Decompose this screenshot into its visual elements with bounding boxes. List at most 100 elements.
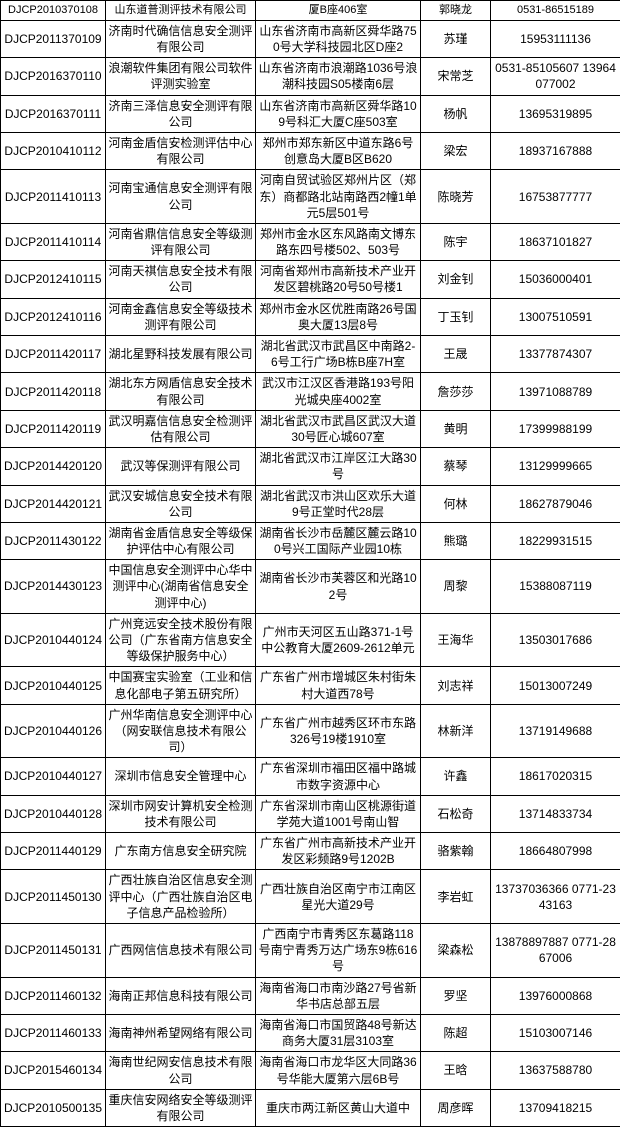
cell-contact: 梁森松 [421, 924, 491, 978]
cell-contact: 蔡琴 [421, 448, 491, 485]
cell-phone: 13714833734 [491, 795, 620, 832]
cell-phone: 13007510591 [491, 298, 620, 335]
cell-code: DJCP2016370110 [1, 58, 106, 95]
table-row: DJCP2010500135重庆信安网络安全等级测评有限公司重庆市两江新区黄山大… [1, 1089, 620, 1126]
cell-address: 重庆市两江新区黄山大道中 [256, 1089, 421, 1126]
cell-address: 湖北省武汉市武昌区武汉大道30号匠心城607室 [256, 410, 421, 447]
cell-code: DJCP2016370111 [1, 95, 106, 132]
table-row: DJCP2011410113河南宝通信息安全测评有限公司河南自贸试验区郑州片区（… [1, 170, 620, 224]
cell-address: 郑州市金水区优胜南路26号国奥大厦13层8号 [256, 298, 421, 335]
cell-company: 河南宝通信息安全测评有限公司 [106, 170, 256, 224]
cell-contact: 熊璐 [421, 522, 491, 559]
cell-company: 济南三泽信息安全测评有限公司 [106, 95, 256, 132]
cell-company: 河南金鑫信息安全等级技术测评有限公司 [106, 298, 256, 335]
table-row: DJCP2014420120武汉等保测评有限公司湖北省武汉市江岸区江大路30号蔡… [1, 448, 620, 485]
cell-code: DJCP2011420118 [1, 373, 106, 410]
cell-company: 湖南省金盾信息安全等级保护评估中心有限公司 [106, 522, 256, 559]
cell-code: DJCP2010440124 [1, 613, 106, 667]
cell-code: DJCP2011440129 [1, 833, 106, 870]
table-row: DJCP2010440124广州竞远安全技术股份有限公司（广东省南方信息安全等级… [1, 613, 620, 667]
cell-address: 海南省海口市南沙路27号省新华书店总部五层 [256, 977, 421, 1014]
cell-address: 广东省深圳市南山区桃源街道学苑大道1001号南山智 [256, 795, 421, 832]
cell-phone: 13709418215 [491, 1089, 620, 1126]
cell-phone: 18627879046 [491, 485, 620, 522]
cell-code: DJCP2010410112 [1, 132, 106, 169]
cell-contact: 罗坚 [421, 977, 491, 1014]
cell-company: 河南金盾信安检测评估中心有限公司 [106, 132, 256, 169]
table-row: DJCP2010410112河南金盾信安检测评估中心有限公司郑州市郑东新区中道东… [1, 132, 620, 169]
table-row: DJCP2011410114河南省鼎信信息安全等级测评有限公司郑州市金水区东风路… [1, 223, 620, 260]
cell-contact: 丁玉钊 [421, 298, 491, 335]
table-row: DJCP2014430123中国信息安全测评中心华中测评中心(湖南省信息安全测评… [1, 560, 620, 614]
cell-code: DJCP2011420119 [1, 410, 106, 447]
cell-code: DJCP2014430123 [1, 560, 106, 614]
cell-code: DJCP2011460132 [1, 977, 106, 1014]
data-table: DJCP2010370108山东道普测评技术有限公司厦B座406室郭晓龙0531… [0, 0, 620, 1127]
cell-phone: 15388087119 [491, 560, 620, 614]
cell-contact: 陈宇 [421, 223, 491, 260]
table-row: DJCP2011430122湖南省金盾信息安全等级保护评估中心有限公司湖南省长沙… [1, 522, 620, 559]
cell-code: DJCP2011450130 [1, 870, 106, 924]
cell-phone: 0531-85105607 13964077002 [491, 58, 620, 95]
cell-phone: 13503017686 [491, 613, 620, 667]
cell-company: 海南神州希望网络有限公司 [106, 1014, 256, 1051]
cell-address: 海南省海口市国贸路48号新达商务大厦31层3103室 [256, 1014, 421, 1051]
cell-address: 山东省济南市高新区舜华路750号大学科技园北区D座2 [256, 20, 421, 57]
cell-contact: 陈晓芳 [421, 170, 491, 224]
cell-contact: 骆紫翰 [421, 833, 491, 870]
cell-phone: 18937167888 [491, 132, 620, 169]
cell-company: 广州华南信息安全测评中心（网安联信息技术有限公司） [106, 704, 256, 758]
cell-phone: 13637588780 [491, 1052, 620, 1089]
cell-contact: 杨帆 [421, 95, 491, 132]
cell-company: 广州竞远安全技术股份有限公司（广东省南方信息安全等级保护服务中心） [106, 613, 256, 667]
cell-company: 中国信息安全测评中心华中测评中心(湖南省信息安全测评中心) [106, 560, 256, 614]
cell-address: 广西南宁市青秀区东葛路118号南宁青秀万达广场东9栋616号 [256, 924, 421, 978]
cell-code: DJCP2010440125 [1, 667, 106, 704]
cell-code: DJCP2011450131 [1, 924, 106, 978]
cell-contact: 詹莎莎 [421, 373, 491, 410]
cell-code: DJCP2010370108 [1, 1, 106, 21]
cell-contact: 周彦晖 [421, 1089, 491, 1126]
cell-code: DJCP2010440127 [1, 758, 106, 795]
cell-company: 武汉安城信息安全技术有限公司 [106, 485, 256, 522]
cell-contact: 梁宏 [421, 132, 491, 169]
table-row: DJCP2010440126广州华南信息安全测评中心（网安联信息技术有限公司）广… [1, 704, 620, 758]
cell-code: DJCP2010500135 [1, 1089, 106, 1126]
cell-phone: 13695319895 [491, 95, 620, 132]
cell-contact: 许鑫 [421, 758, 491, 795]
cell-phone: 13129999665 [491, 448, 620, 485]
cell-company: 武汉等保测评有限公司 [106, 448, 256, 485]
cell-phone: 15103007146 [491, 1014, 620, 1051]
cell-company: 山东道普测评技术有限公司 [106, 1, 256, 21]
cell-contact: 王海华 [421, 613, 491, 667]
cell-company: 河南省鼎信信息安全等级测评有限公司 [106, 223, 256, 260]
cell-address: 郑州市郑东新区中道东路6号创意岛大厦B区B620 [256, 132, 421, 169]
cell-company: 河南天祺信息安全技术有限公司 [106, 261, 256, 298]
cell-company: 广东南方信息安全研究院 [106, 833, 256, 870]
cell-address: 郑州市金水区东风路南文博东路东四号楼502、503号 [256, 223, 421, 260]
cell-address: 河南自贸试验区郑州片区（郑东）商都路北站南路西2幢1单元5层501号 [256, 170, 421, 224]
cell-contact: 郭晓龙 [421, 1, 491, 21]
cell-phone: 18637101827 [491, 223, 620, 260]
table-row: DJCP2011420118湖北东方网盾信息安全技术有限公司武汉市江汉区香港路1… [1, 373, 620, 410]
cell-address: 广西壮族自治区南宁市江南区星光大道29号 [256, 870, 421, 924]
cell-address: 山东省济南市浪潮路1036号浪潮科技园S05楼南6层 [256, 58, 421, 95]
cell-phone: 17399988199 [491, 410, 620, 447]
cell-phone: 15013007249 [491, 667, 620, 704]
cell-contact: 陈超 [421, 1014, 491, 1051]
cell-phone: 13971088789 [491, 373, 620, 410]
cell-company: 武汉明嘉信信息安全检测评估有限公司 [106, 410, 256, 447]
cell-code: DJCP2012410116 [1, 298, 106, 335]
cell-company: 中国赛宝实验室（工业和信息化部电子第五研究所） [106, 667, 256, 704]
cell-company: 浪潮软件集团有限公司软件评测实验室 [106, 58, 256, 95]
cell-address: 湖北省武汉市洪山区欢乐大道9号正堂时代28层 [256, 485, 421, 522]
cell-code: DJCP2010440128 [1, 795, 106, 832]
cell-phone: 15036000401 [491, 261, 620, 298]
table-row: DJCP2011450131广西网信信息技术有限公司广西南宁市青秀区东葛路118… [1, 924, 620, 978]
cell-address: 广州市天河区五山路371-1号中公教育大厦2609-2612单元 [256, 613, 421, 667]
cell-phone: 18229931515 [491, 522, 620, 559]
cell-address: 山东省济南市高新区舜华路109号科汇大厦C座503室 [256, 95, 421, 132]
cell-code: DJCP2011410113 [1, 170, 106, 224]
table-row: DJCP2010440127深圳市信息安全管理中心广东省深圳市福田区福中路城市数… [1, 758, 620, 795]
cell-address: 海南省海口市龙华区大同路36号华能大厦第六层6B号 [256, 1052, 421, 1089]
